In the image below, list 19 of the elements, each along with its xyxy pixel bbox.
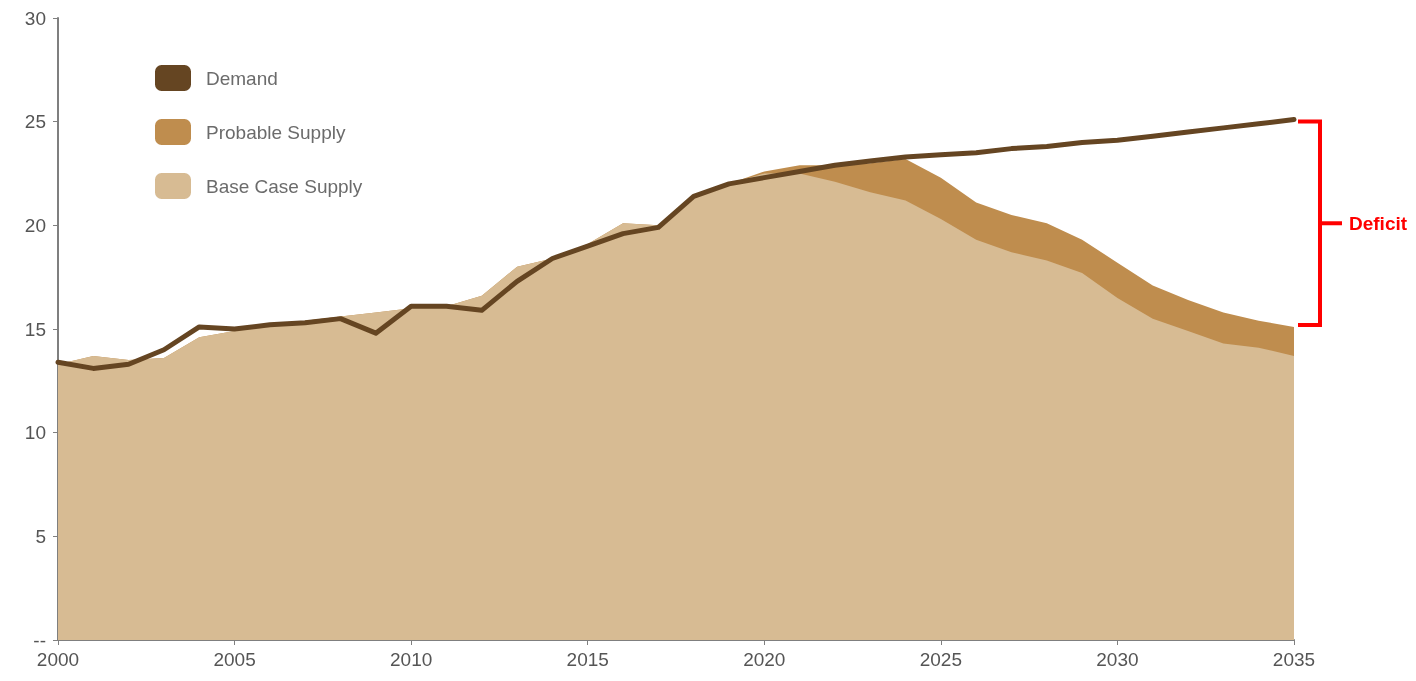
- x-tick-label: 2025: [919, 649, 962, 670]
- y-tick-label: 15: [24, 318, 46, 340]
- x-tick-label: 2015: [566, 649, 609, 670]
- x-tick-label: 2005: [213, 649, 256, 670]
- y-tick-label: 20: [24, 214, 46, 236]
- x-tick-label: 2020: [743, 649, 786, 670]
- x-tick-label: 2030: [1096, 649, 1139, 670]
- x-tick-label: 2035: [1272, 649, 1316, 670]
- x-tick-label: 2010: [390, 649, 433, 670]
- y-tick-label: 5: [35, 525, 46, 547]
- y-tick-label: 30: [24, 7, 46, 29]
- text: Deficit: [1349, 212, 1408, 234]
- legend-label: Base Case Supply: [206, 175, 363, 197]
- y-tick-label: 25: [24, 111, 46, 133]
- y-tick-label: --: [33, 629, 46, 651]
- legend-label: Demand: [206, 67, 278, 89]
- legend-label: Probable Supply: [206, 121, 346, 143]
- x-tick-label: 2000: [36, 649, 80, 670]
- y-tick-label: 10: [24, 422, 46, 444]
